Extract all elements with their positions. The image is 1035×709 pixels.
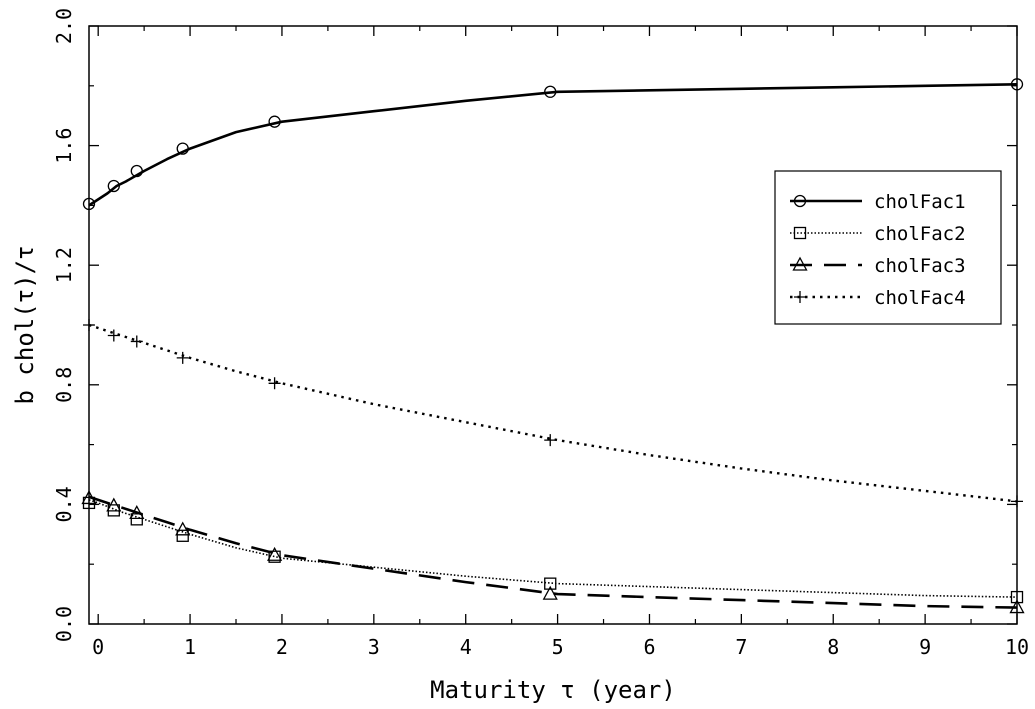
cholFac1-point bbox=[107, 179, 120, 193]
cholFac2-point bbox=[544, 577, 557, 590]
plot-frame bbox=[88, 25, 1018, 625]
series-layer bbox=[81, 78, 1025, 614]
x-tick-label: 3 bbox=[368, 635, 380, 659]
x-tick-label: 4 bbox=[460, 635, 472, 659]
cholFac4-point bbox=[544, 434, 557, 447]
legend-marker-cholFac3 bbox=[792, 256, 808, 271]
cholFac4-point bbox=[107, 329, 120, 342]
x-tick-label: 7 bbox=[735, 635, 747, 659]
cholFac1-point bbox=[1010, 78, 1024, 91]
legend: cholFac1 cholFac2 cholFac3 cholFac4 bbox=[774, 170, 1002, 325]
series-cholFac2 bbox=[82, 496, 1024, 604]
x-tick-label: 1 bbox=[184, 635, 196, 659]
series-cholFac4 bbox=[83, 319, 1023, 508]
legend-marker-cholFac4 bbox=[794, 291, 806, 303]
cholFac2-line bbox=[88, 499, 1018, 598]
x-tick-label: 5 bbox=[552, 635, 564, 659]
cholFac4-point bbox=[1011, 495, 1023, 508]
cholFac1-point bbox=[544, 85, 557, 98]
axis-ticks: 0 1 2 3 4 5 6 7 8 9 10 0.0 0.4 0.8 1.2 1.6 2.0 bbox=[52, 8, 1029, 659]
legend-label-cholFac1: cholFac1 bbox=[874, 191, 966, 213]
y-tick-label: 1.6 bbox=[52, 128, 76, 164]
y-tick-label: 0.8 bbox=[52, 367, 76, 403]
cholFac4-line bbox=[88, 323, 1018, 503]
legend-label-cholFac3: cholFac3 bbox=[874, 255, 966, 277]
cholFac4-point bbox=[83, 319, 95, 331]
cholFac3-point bbox=[81, 490, 97, 505]
x-tick-label: 0 bbox=[92, 635, 104, 659]
series-cholFac1 bbox=[82, 78, 1024, 211]
legend-marker-cholFac1 bbox=[793, 194, 807, 208]
x-tick-label: 8 bbox=[827, 635, 839, 659]
series-cholFac3 bbox=[81, 490, 1025, 614]
legend-label-cholFac2: cholFac2 bbox=[874, 223, 966, 245]
cholFac3-point bbox=[1009, 599, 1025, 614]
x-tick-label: 6 bbox=[643, 635, 655, 659]
cholFac2-point bbox=[1010, 590, 1024, 604]
cholFac2-point bbox=[268, 550, 281, 563]
cholFac1-line bbox=[88, 83, 1018, 207]
cholFac4-point bbox=[176, 351, 189, 364]
cholFac1-point bbox=[130, 164, 143, 178]
cholFac4-point bbox=[130, 335, 143, 348]
legend-box bbox=[774, 170, 1002, 325]
y-tick-label: 1.2 bbox=[52, 247, 76, 283]
y-axis-title: b chol(τ)/τ bbox=[11, 246, 39, 405]
x-tick-label: 9 bbox=[919, 635, 931, 659]
cholFac3-point bbox=[542, 585, 558, 600]
y-tick-label: 2.0 bbox=[52, 8, 76, 44]
cholFac1-point bbox=[268, 115, 281, 128]
cholFac4-point bbox=[268, 377, 281, 390]
cholFac1-point bbox=[176, 142, 189, 155]
cholFac3-line bbox=[88, 495, 1018, 609]
cholFac3-point bbox=[129, 505, 145, 520]
y-tick-label: 0.4 bbox=[52, 486, 76, 522]
x-axis-title: Maturity τ (year) bbox=[430, 676, 676, 704]
cholFac3-point bbox=[106, 497, 122, 512]
cholFac1-point bbox=[82, 197, 96, 211]
legend-label-cholFac4: cholFac4 bbox=[874, 287, 966, 309]
legend-marker-cholFac2 bbox=[793, 226, 807, 240]
cholFac3-point bbox=[175, 521, 191, 536]
x-tick-label: 2 bbox=[276, 635, 288, 659]
x-tick-label: 10 bbox=[1005, 635, 1029, 659]
cholFac2-point bbox=[176, 529, 189, 542]
y-tick-label: 0.0 bbox=[52, 606, 76, 642]
cholFac3-point bbox=[267, 546, 283, 561]
